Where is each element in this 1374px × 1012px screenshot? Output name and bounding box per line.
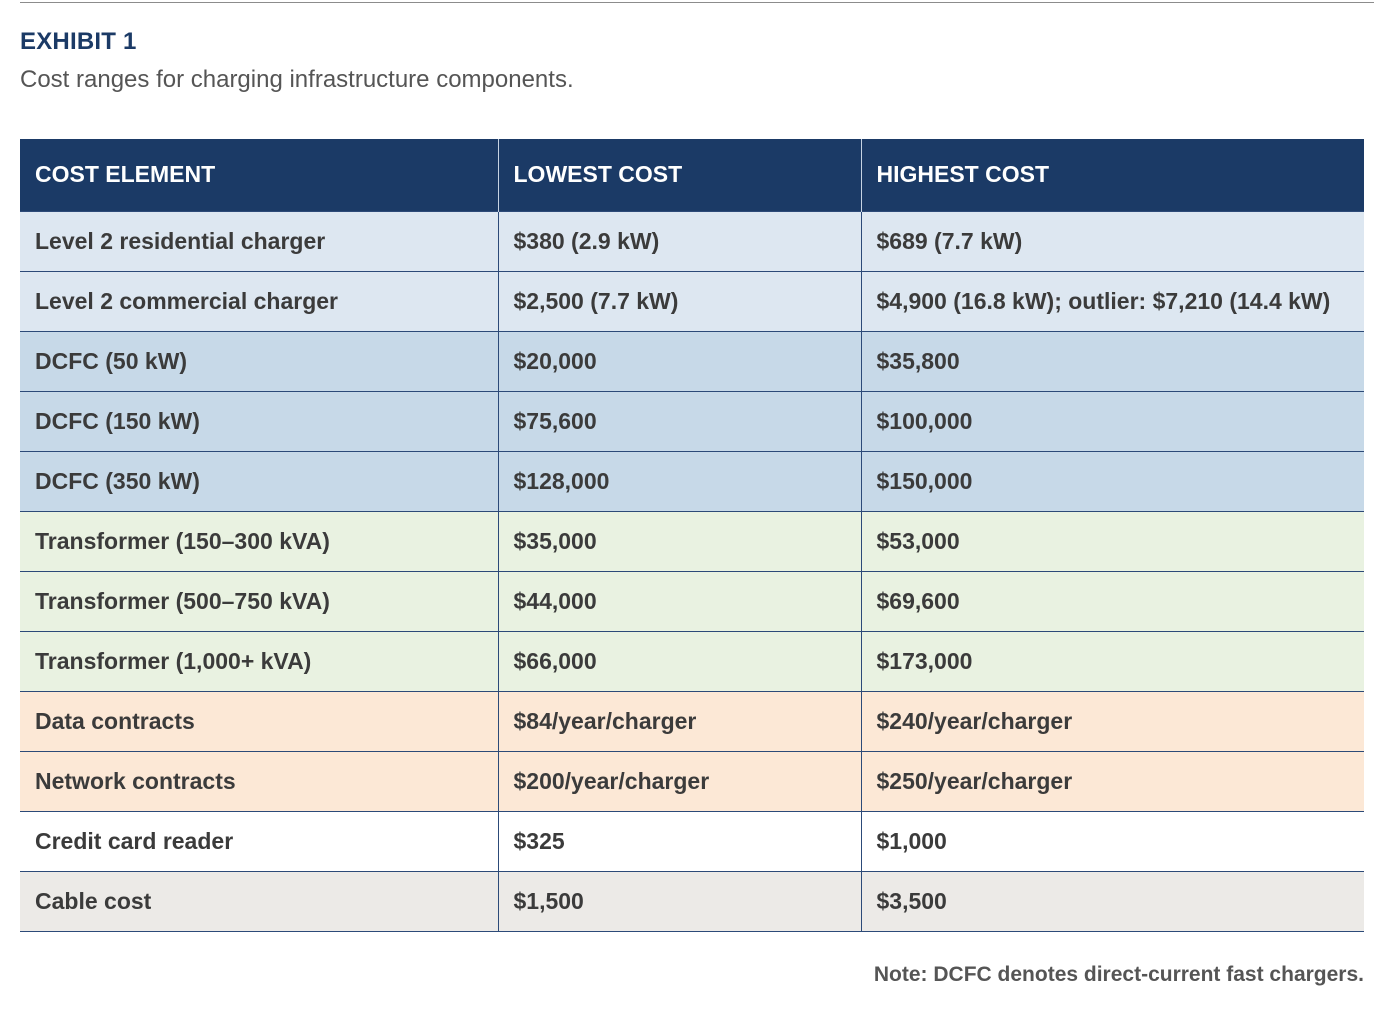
cell-cost-element: Transformer (1,000+ kVA): [20, 630, 498, 691]
cell-highest-cost: $173,000: [860, 630, 1364, 691]
cell-highest-cost: $3,500: [860, 870, 1364, 932]
cell-cost-element: DCFC (50 kW): [20, 330, 498, 391]
cell-lowest-cost: $84/year/charger: [497, 690, 861, 751]
cell-highest-cost: $240/year/charger: [860, 690, 1364, 751]
cell-highest-cost: $689 (7.7 kW): [860, 210, 1364, 271]
cell-lowest-cost: $44,000: [497, 570, 861, 631]
table-row: Credit card reader $325 $1,000: [20, 810, 1364, 871]
cell-cost-element: DCFC (150 kW): [20, 390, 498, 451]
cell-cost-element: Level 2 commercial charger: [20, 270, 498, 331]
footnote: Note: DCFC denotes direct-current fast c…: [873, 963, 1364, 986]
header-lowest-cost: LOWEST COST: [497, 139, 861, 211]
cell-lowest-cost: $1,500: [497, 870, 861, 932]
table-row: Transformer (500–750 kVA) $44,000 $69,600: [20, 570, 1364, 631]
table-row: DCFC (350 kW) $128,000 $150,000: [20, 450, 1364, 511]
table-row: Network contracts $200/year/charger $250/y…: [20, 750, 1364, 811]
cell-cost-element: Data contracts: [20, 690, 498, 751]
table-row: Data contracts $84/year/charger $240/year/…: [20, 690, 1364, 751]
exhibit-label: EXHIBIT 1: [20, 28, 137, 55]
table-row: Level 2 commercial charger $2,500 (7.7 kW…: [20, 270, 1364, 331]
cell-lowest-cost: $200/year/charger: [497, 750, 861, 811]
cell-lowest-cost: $20,000: [497, 330, 861, 391]
table-row: DCFC (50 kW) $20,000 $35,800: [20, 330, 1364, 391]
cost-table: COST ELEMENT LOWEST COST HIGHEST COST Le…: [20, 139, 1364, 932]
cell-lowest-cost: $66,000: [497, 630, 861, 691]
exhibit-title: Cost ranges for charging infrastructure …: [20, 66, 574, 93]
top-divider: [20, 2, 1374, 3]
cell-lowest-cost: $35,000: [497, 510, 861, 571]
header-highest-cost: HIGHEST COST: [860, 139, 1364, 211]
table-row: Transformer (150–300 kVA) $35,000 $53,000: [20, 510, 1364, 571]
cell-highest-cost: $100,000: [860, 390, 1364, 451]
header-cost-element: COST ELEMENT: [20, 139, 498, 211]
cell-cost-element: Cable cost: [20, 870, 498, 932]
cell-highest-cost: $35,800: [860, 330, 1364, 391]
cell-cost-element: DCFC (350 kW): [20, 450, 498, 511]
cell-cost-element: Transformer (150–300 kVA): [20, 510, 498, 571]
cell-cost-element: Network contracts: [20, 750, 498, 811]
cell-lowest-cost: $2,500 (7.7 kW): [497, 270, 861, 331]
table-row: Level 2 residential charger $380 (2.9 kW)…: [20, 210, 1364, 271]
cell-highest-cost: $250/year/charger: [860, 750, 1364, 811]
cell-lowest-cost: $128,000: [497, 450, 861, 511]
table-body: Level 2 residential charger $380 (2.9 kW)…: [20, 210, 1364, 932]
table-header-row: COST ELEMENT LOWEST COST HIGHEST COST: [20, 139, 1364, 211]
table-row: DCFC (150 kW) $75,600 $100,000: [20, 390, 1364, 451]
cell-highest-cost: $69,600: [860, 570, 1364, 631]
cell-cost-element: Credit card reader: [20, 810, 498, 871]
table-row: Transformer (1,000+ kVA) $66,000 $173,000: [20, 630, 1364, 691]
cell-highest-cost: $53,000: [860, 510, 1364, 571]
cell-lowest-cost: $380 (2.9 kW): [497, 210, 861, 271]
cell-highest-cost: $1,000: [860, 810, 1364, 871]
cell-cost-element: Level 2 residential charger: [20, 210, 498, 271]
cell-highest-cost: $150,000: [860, 450, 1364, 511]
cell-lowest-cost: $75,600: [497, 390, 861, 451]
cell-lowest-cost: $325: [497, 810, 861, 871]
cell-highest-cost: $4,900 (16.8 kW); outlier: $7,210 (14.4 …: [860, 270, 1364, 331]
table-row: Cable cost $1,500 $3,500: [20, 870, 1364, 932]
cell-cost-element: Transformer (500–750 kVA): [20, 570, 498, 631]
